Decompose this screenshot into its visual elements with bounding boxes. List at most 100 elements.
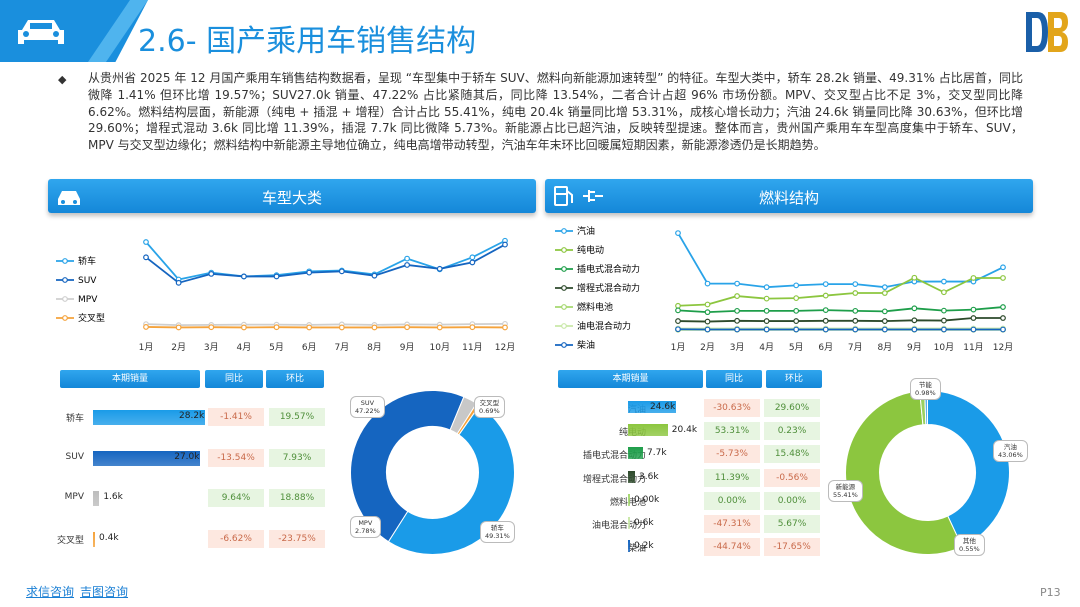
legend-label: 纯电动 xyxy=(577,244,604,256)
right-header-sales: 本期销量 xyxy=(558,370,703,388)
legend-label: 插电式混合动力 xyxy=(577,263,640,275)
x-tick-label: 9月 xyxy=(400,342,415,353)
car-icon xyxy=(18,20,64,44)
x-tick-label: 3月 xyxy=(730,342,745,353)
series-line-SUV xyxy=(145,243,506,284)
x-tick-label: 11月 xyxy=(963,342,983,353)
x-tick-label: 2月 xyxy=(171,342,186,353)
data-point xyxy=(881,284,888,291)
data-point xyxy=(241,324,247,331)
left-line-chart: 1月 2月 3月 4月 5月 6月 7月 8月 9月 10月 11月 12月 轿车 SUV MPV 交叉型 xyxy=(56,237,515,353)
data-point xyxy=(208,271,215,277)
sales-value: 28.2k xyxy=(179,411,205,421)
footer-link-2[interactable]: 吉图咨询 xyxy=(80,585,129,599)
sales-bar xyxy=(628,424,668,437)
data-point xyxy=(941,326,947,333)
sales-bar xyxy=(628,540,630,553)
mom-cell: 15.48% xyxy=(764,445,820,464)
data-point xyxy=(306,324,313,331)
series-line-插电式混合动力 xyxy=(677,306,1004,314)
legend-marker xyxy=(561,304,567,310)
mom-cell: -23.75% xyxy=(269,529,325,548)
data-point xyxy=(970,306,977,313)
data-point xyxy=(793,318,800,324)
yoy-cell: 11.39% xyxy=(704,468,760,487)
data-point xyxy=(704,318,711,325)
data-point xyxy=(1000,275,1006,281)
row-label: 轿车 xyxy=(65,414,84,424)
legend-label: MPV xyxy=(78,295,98,305)
data-point xyxy=(469,254,476,261)
sales-bar xyxy=(628,470,636,483)
data-point xyxy=(469,259,476,266)
data-point xyxy=(208,324,215,331)
data-point xyxy=(911,317,918,324)
yoy-cell: -5.73% xyxy=(704,445,760,464)
left-donut-chart xyxy=(350,390,515,555)
sales-value: 24.6k xyxy=(650,402,676,412)
data-point xyxy=(793,295,800,302)
data-point xyxy=(675,326,681,333)
sales-bar xyxy=(628,517,630,529)
data-point xyxy=(822,307,829,314)
sales-bar xyxy=(628,447,644,460)
sales-value: 7.7k xyxy=(647,448,667,459)
x-tick-label: 9月 xyxy=(907,342,922,353)
row-label: MPV xyxy=(64,492,84,502)
row-label: 增程式混合动力 xyxy=(582,474,646,485)
data-point xyxy=(734,317,740,324)
data-point xyxy=(970,315,977,321)
sales-value: 0.00k xyxy=(634,494,660,505)
row-label: 交叉型 xyxy=(56,535,84,546)
yoy-cell: -13.54% xyxy=(208,448,264,467)
data-point xyxy=(941,278,947,285)
data-point xyxy=(881,318,888,324)
x-tick-label: 5月 xyxy=(269,342,284,353)
sales-value: 0.2k xyxy=(634,541,654,552)
sales-bar xyxy=(93,410,205,425)
yoy-cell: -30.63% xyxy=(704,399,760,417)
sales-bar xyxy=(93,450,201,466)
data-point xyxy=(763,326,770,333)
data-point xyxy=(852,317,859,324)
donut-label-energy-saving: 节能 0.98% xyxy=(910,378,941,400)
x-tick-label: 12月 xyxy=(495,342,515,353)
x-tick-label: 7月 xyxy=(848,342,863,353)
yoy-cell: 53.31% xyxy=(704,422,760,441)
legend-marker xyxy=(62,258,68,264)
donut-label-mpv: MPV 2.78% xyxy=(350,516,381,538)
x-tick-label: 11月 xyxy=(462,342,482,353)
data-point xyxy=(675,302,681,309)
data-point xyxy=(941,307,947,314)
donut-slice-轿车 xyxy=(387,404,515,555)
data-point xyxy=(143,254,149,261)
x-tick-label: 4月 xyxy=(237,342,252,353)
mom-cell: 19.57% xyxy=(269,408,325,426)
donut-label-suv: SUV 47.22% xyxy=(350,396,385,418)
legend-label: 交叉型 xyxy=(78,312,105,324)
data-point xyxy=(704,309,711,316)
data-point xyxy=(469,324,476,331)
data-point xyxy=(175,324,182,331)
data-point xyxy=(273,273,280,280)
data-point xyxy=(941,289,947,296)
legend-label: 柴油 xyxy=(577,339,595,351)
data-point xyxy=(404,262,410,268)
legend-marker xyxy=(561,247,567,253)
data-point xyxy=(911,274,918,281)
data-point xyxy=(143,239,149,245)
right-header-yoy: 同比 xyxy=(706,370,762,388)
x-tick-label: 1月 xyxy=(139,342,154,353)
data-point xyxy=(881,326,888,333)
legend-marker xyxy=(561,228,567,234)
data-point xyxy=(1000,304,1006,310)
data-point xyxy=(175,279,182,286)
legend-label: 轿车 xyxy=(78,255,96,267)
legend-label: SUV xyxy=(78,276,97,286)
series-line-增程式混合动力 xyxy=(677,317,1003,323)
footer-link-1[interactable]: 求信咨询 xyxy=(26,585,75,599)
x-tick-label: 2月 xyxy=(700,342,715,353)
data-point xyxy=(404,324,410,331)
data-point xyxy=(763,284,770,291)
legend-marker xyxy=(561,285,567,291)
